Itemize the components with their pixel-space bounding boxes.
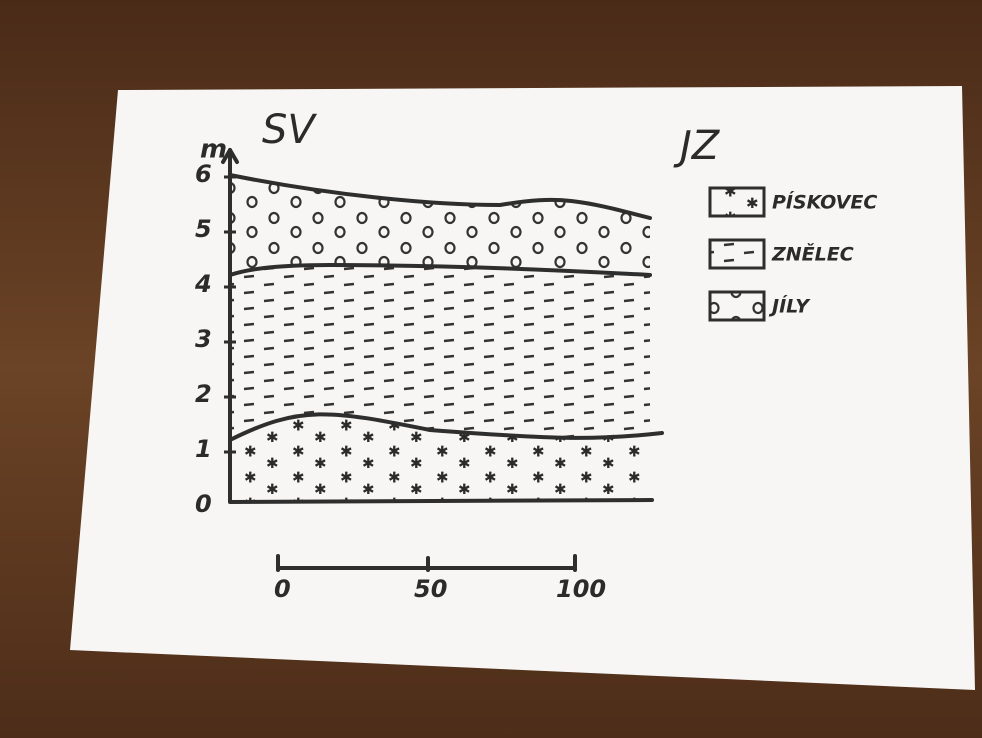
legend-label: PÍSKOVEC	[772, 191, 877, 214]
depth-tick-label: 6	[195, 160, 212, 188]
legend-label: JÍLY	[768, 295, 811, 318]
depth-tick-label: 1	[195, 435, 212, 463]
scale-label: 100	[556, 575, 606, 603]
left-direction: SV	[262, 107, 317, 153]
sandstone-layer	[230, 414, 650, 500]
depth-tick-label: 4	[194, 270, 212, 298]
depth-unit: m	[200, 135, 227, 165]
depth-tick-label: 5	[195, 215, 212, 243]
boundary-line	[228, 263, 652, 277]
depth-tick-label: 2	[195, 380, 212, 408]
siltstone-layer	[230, 265, 650, 440]
legend-swatch	[708, 290, 766, 322]
clay-layer	[230, 175, 650, 275]
scale-bar	[276, 554, 577, 572]
legend-swatch	[708, 238, 766, 270]
axis-arrow	[221, 148, 239, 164]
scale-label: 0	[274, 575, 291, 603]
depth-ticks: 0 1 2 3 4 5 6	[194, 160, 236, 518]
legend-swatch	[708, 186, 766, 218]
legend: PÍSKOVEC ZNĚLEC JÍLY	[708, 186, 877, 322]
depth-tick-label: 0	[195, 490, 212, 518]
boundary-line	[228, 173, 652, 220]
right-direction: JZ	[673, 123, 721, 169]
depth-tick-label: 3	[195, 325, 212, 353]
scale-label: 50	[414, 575, 447, 603]
scale-labels: 0 50 100	[274, 575, 606, 603]
boundary-line	[228, 412, 664, 442]
legend-label: ZNĚLEC	[771, 243, 854, 266]
axis-line	[228, 148, 654, 504]
